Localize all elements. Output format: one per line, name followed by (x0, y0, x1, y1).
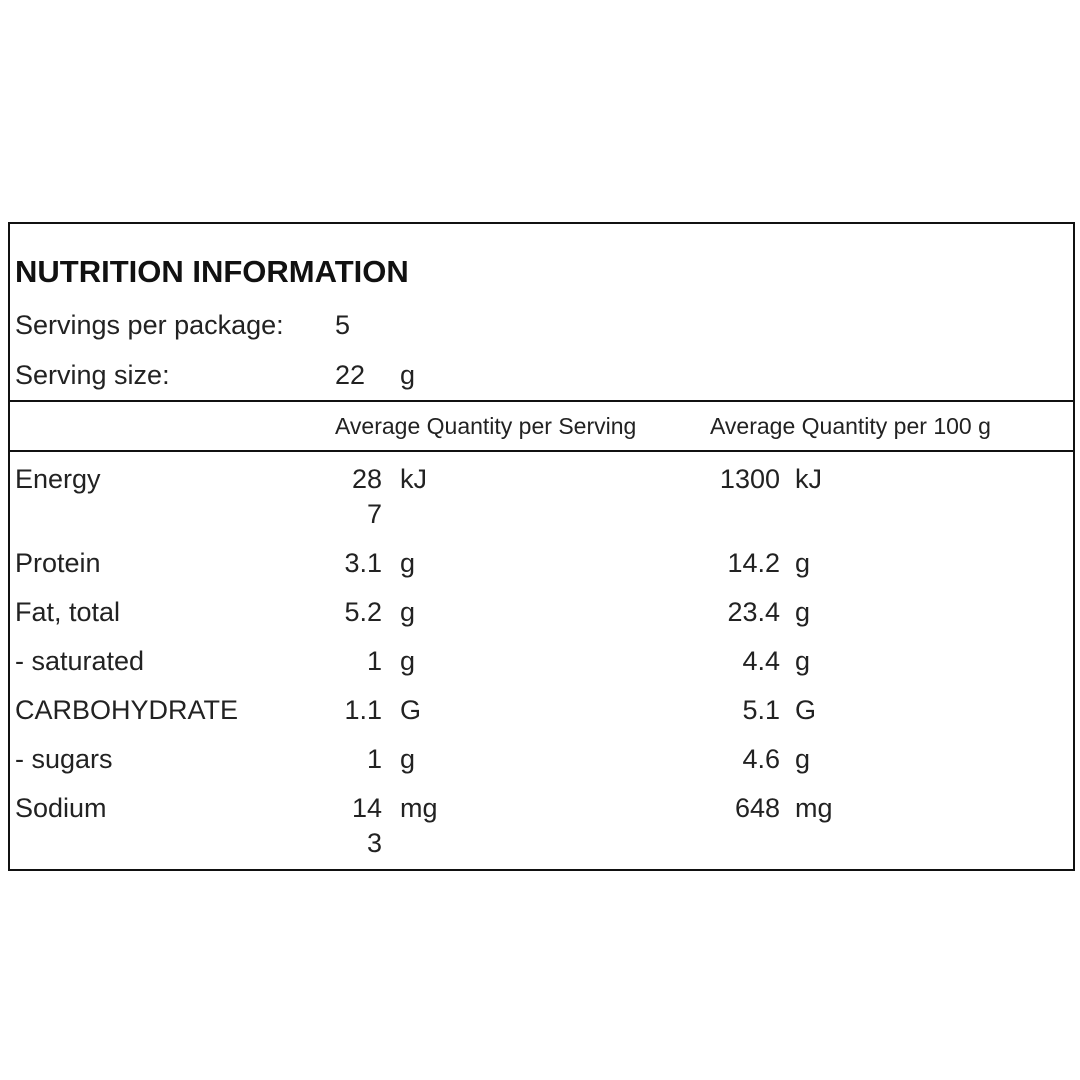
per100-unit: g (795, 744, 811, 774)
per100-unit: g (795, 597, 811, 627)
nutrient-name: Protein (15, 548, 101, 578)
serving-label: Servings per package: (15, 310, 284, 340)
column-header: Average Quantity per Serving (335, 413, 637, 439)
title-bar: NUTRITION INFORMATION (10, 224, 1073, 300)
serving-amount: 1 (366, 744, 382, 774)
per100-amount: 4.6 (742, 744, 780, 774)
divider (10, 400, 1073, 402)
nutrient-name: Energy (15, 464, 101, 494)
serving-unit: g (400, 646, 416, 676)
nutrient-name: CARBOHYDRATE (15, 695, 239, 725)
nutrient-row: Protein 3.1 g 14.2 g (10, 546, 1073, 595)
serving-unit: mg (400, 793, 438, 823)
serving-label: Serving size: (15, 360, 170, 390)
per100-amount: 1300 (719, 464, 780, 494)
nutrient-row: Sodium 143 mg 648 mg (10, 791, 1073, 861)
nutrition-panel: NUTRITION INFORMATION Servings per packa… (8, 222, 1075, 871)
per100-unit: g (795, 548, 811, 578)
per100-unit: mg (795, 793, 833, 823)
nutrient-row: - sugars 1 g 4.6 g (10, 742, 1073, 791)
serving-unit: g (400, 597, 416, 627)
divider (10, 450, 1073, 452)
nutrient-name: - sugars (15, 744, 113, 774)
nutrient-row: Energy 287 kJ 1300 kJ (10, 462, 1073, 546)
nutrient-row: Fat, total 5.2 g 23.4 g (10, 595, 1073, 644)
serving-unit: kJ (400, 464, 427, 494)
per100-amount: 14.2 (727, 548, 780, 578)
nutrient-name: - saturated (15, 646, 145, 676)
serving-value: 22 (335, 360, 366, 390)
per100-unit: g (795, 646, 811, 676)
per100-unit: G (795, 695, 817, 725)
per100-amount: 648 (734, 793, 780, 823)
serving-row: Servings per package: 5 (10, 300, 1073, 350)
serving-amount: 3.1 (344, 548, 382, 578)
title: NUTRITION INFORMATION (15, 254, 409, 289)
nutrient-row: - saturated 1 g 4.4 g (10, 644, 1073, 693)
serving-row: Serving size: 22 g (10, 350, 1073, 400)
per100-amount: 5.1 (742, 695, 780, 725)
nutrient-name: Fat, total (15, 597, 121, 627)
serving-amount: 1 (366, 646, 382, 676)
serving-unit: g (400, 744, 416, 774)
serving-unit: g (400, 548, 416, 578)
serving-amount: 143 (351, 793, 382, 858)
column-header: Average Quantity per 100 g (710, 413, 991, 439)
serving-amount: 287 (351, 464, 382, 529)
per100-amount: 23.4 (727, 597, 780, 627)
table-body: Energy 287 kJ 1300 kJ Protein 3.1 g 14.2 g Fat, to… (10, 452, 1073, 869)
serving-unit: g (400, 360, 416, 390)
serving-amount: 5.2 (344, 597, 382, 627)
nutrient-name: Sodium (15, 793, 107, 823)
serving-value: 5 (335, 310, 351, 340)
serving-amount: 1.1 (344, 695, 382, 725)
nutrient-row: CARBOHYDRATE 1.1 G 5.1 G (10, 693, 1073, 742)
servings: Servings per package: 5 Serving size: 22 g (10, 300, 1073, 400)
table-header: Average Quantity per Serving Average Quan… (10, 402, 1073, 450)
per100-unit: kJ (795, 464, 822, 494)
per100-amount: 4.4 (742, 646, 780, 676)
serving-unit: G (400, 695, 422, 725)
